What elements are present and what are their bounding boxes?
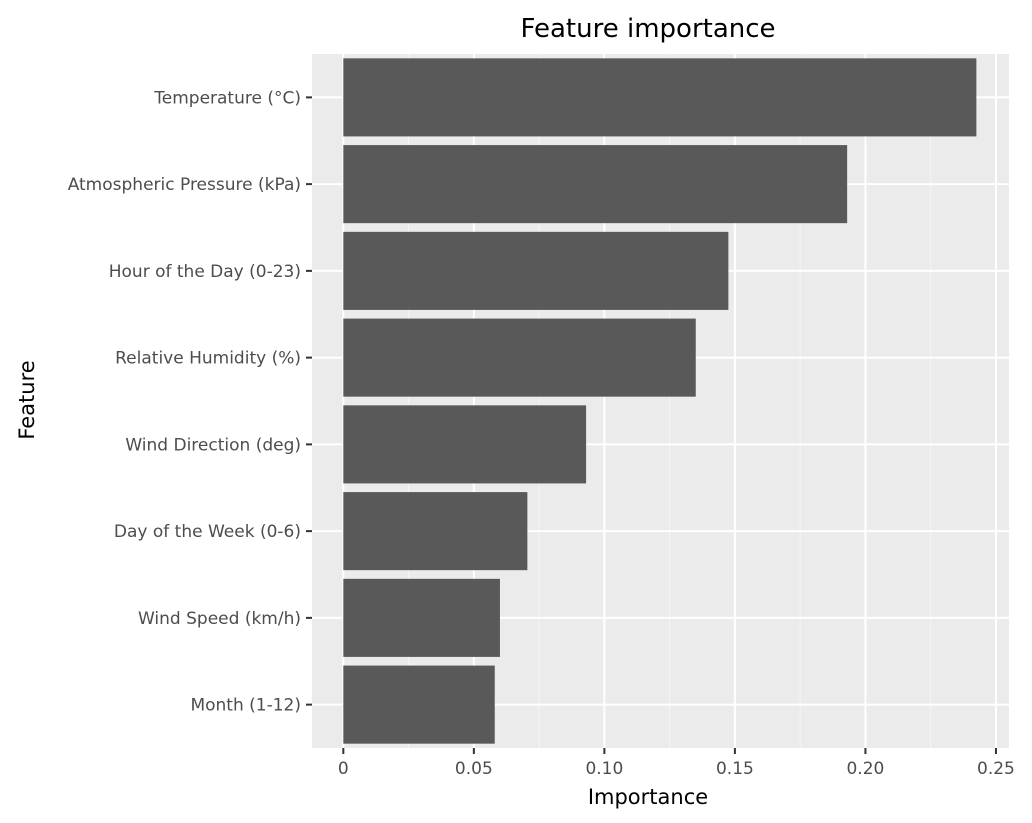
y-tick-label: Month (1-12)	[190, 696, 301, 716]
y-tick-label: Relative Humidity (%)	[115, 349, 301, 369]
x-tick-label: 0.05	[455, 759, 493, 779]
bar	[343, 492, 528, 571]
x-tick-label: 0	[338, 759, 349, 779]
bar	[343, 318, 696, 397]
bar	[343, 405, 587, 484]
y-tick-label: Atmospheric Pressure (kPa)	[68, 175, 301, 195]
x-tick-label: 0.20	[846, 759, 884, 779]
bar	[343, 58, 977, 137]
bar	[343, 145, 848, 224]
y-tick-label: Wind Speed (km/h)	[138, 609, 301, 629]
chart-title: Feature importance	[520, 14, 775, 44]
x-tick-label: 0.10	[585, 759, 623, 779]
bar	[343, 231, 729, 310]
x-tick-label: 0.15	[716, 759, 754, 779]
y-tick-label: Day of the Week (0-6)	[114, 522, 301, 542]
y-axis-title: Feature	[15, 360, 39, 439]
x-tick-label: 0.25	[977, 759, 1015, 779]
bars	[343, 58, 977, 744]
x-axis-title: Importance	[588, 785, 708, 809]
y-tick-label: Hour of the Day (0-23)	[109, 262, 301, 282]
axes: Temperature (°C) Atmospheric Pressure (kP…	[68, 88, 1015, 779]
y-tick-label: Temperature (°C)	[153, 88, 301, 108]
bar	[343, 578, 500, 657]
bar	[343, 665, 495, 744]
y-tick-label: Wind Direction (deg)	[125, 435, 301, 455]
